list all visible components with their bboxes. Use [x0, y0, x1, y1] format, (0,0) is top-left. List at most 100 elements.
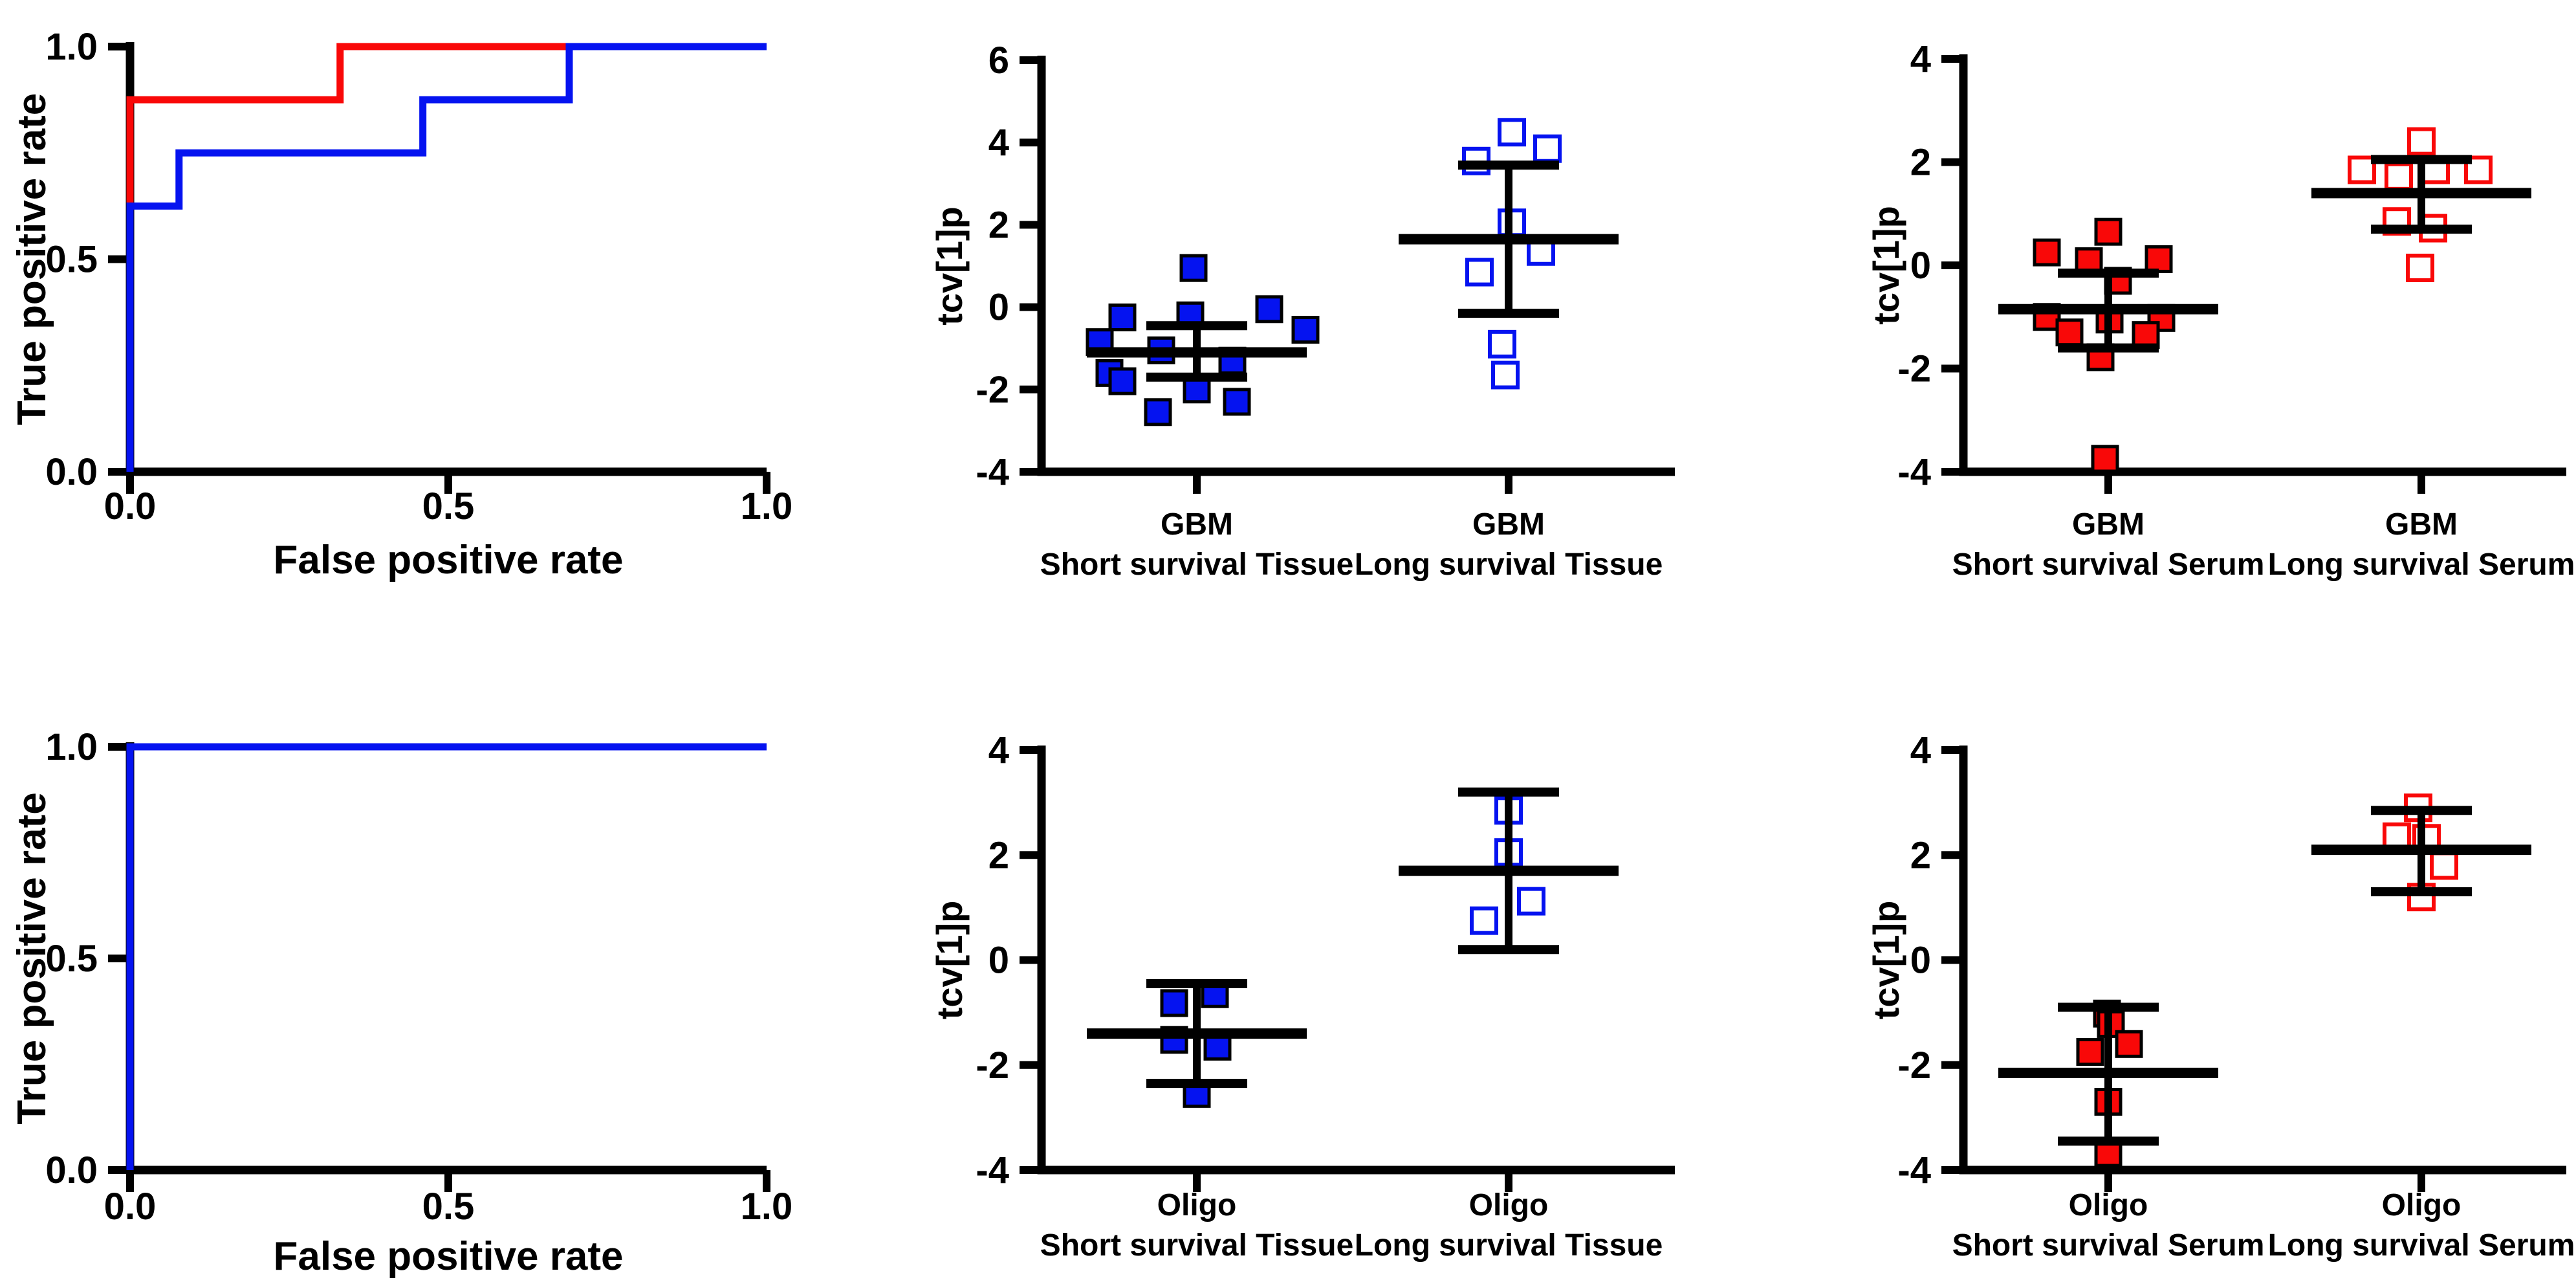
group-name-label: Oligo	[1157, 1188, 1237, 1222]
panel-scatter-oligo-serum: 4 2 0 -2 -4 tcv[1]p Oligo Short survival Serum O…	[1866, 729, 2575, 1263]
group-name-label: GBM	[1161, 507, 1233, 542]
x-tick-label: 1.0	[741, 1186, 793, 1228]
blue-roc-curve	[126, 743, 767, 1170]
x-tick-label: 0.0	[104, 1186, 157, 1228]
x-tick-label: 0.5	[422, 485, 475, 527]
data-point-square	[1470, 906, 1498, 935]
group-sub-label: Short survival Tissue	[1040, 1228, 1354, 1263]
group-name-label: Oligo	[2382, 1188, 2461, 1222]
data-point-square	[2115, 1030, 2143, 1058]
data-point-square	[1498, 118, 1526, 147]
y-tick-label: 0.5	[45, 938, 98, 980]
y-tick-label: 4	[1910, 729, 1931, 771]
y-tick-label: 4	[988, 729, 1009, 771]
data-point-square	[2033, 238, 2061, 267]
x-axis-label: False positive rate	[273, 1234, 623, 1279]
y-tick-label: -4	[1897, 1149, 1931, 1191]
x-tick-label: 0.0	[104, 485, 157, 527]
axes	[126, 42, 767, 476]
y-tick-label: -2	[1897, 348, 1931, 390]
data-point-square	[1491, 360, 1520, 390]
y-tick-label: 2	[988, 204, 1009, 246]
data-point-square	[1255, 295, 1283, 324]
panel-scatter-gbm-serum: 4 2 0 -2 -4 tcv[1]p GBM Short survival Serum GBM…	[1866, 38, 2575, 582]
data-point-square	[1108, 367, 1137, 395]
data-point-square	[2430, 851, 2458, 880]
axes	[1959, 746, 2566, 1175]
y-tick-label: 0	[1910, 940, 1931, 982]
y-tick-label: 4	[1910, 38, 1931, 80]
axes	[1037, 746, 1675, 1175]
data-point-square	[2348, 155, 2376, 184]
y-tick-label: 1.0	[45, 726, 98, 768]
group-sub-label: Long survival Serum	[2268, 547, 2575, 582]
y-tick-label: -2	[1897, 1044, 1931, 1087]
y-tick-label: -4	[976, 451, 1009, 493]
y-tick-label: 0.0	[45, 1149, 98, 1191]
group-sub-label: Short survival Tissue	[1040, 547, 1354, 582]
group-name-label: Oligo	[2069, 1188, 2148, 1222]
y-axis-label: tcv[1]p	[1866, 901, 1906, 1020]
group-name-label: GBM	[2072, 507, 2145, 542]
axes	[126, 742, 767, 1175]
data-point-square	[1465, 258, 1494, 287]
data-point-square	[2145, 245, 2173, 273]
y-tick-label: 2	[988, 834, 1009, 876]
y-tick-label: -4	[976, 1149, 1009, 1191]
y-tick-label: -4	[1897, 451, 1931, 493]
y-tick-label: 2	[1910, 142, 1931, 184]
y-tick-label: 0.0	[45, 451, 98, 493]
y-tick-label: 0	[1910, 245, 1931, 287]
data-point-square	[2132, 321, 2160, 349]
group-name-label: Oligo	[1469, 1188, 1549, 1222]
red-roc-curve	[126, 43, 767, 472]
group-sub-label: Long survival Tissue	[1355, 547, 1663, 582]
y-tick-label: 0	[988, 287, 1009, 329]
y-axis-label: True positive rate	[10, 93, 54, 425]
data-point-square	[2406, 253, 2434, 282]
data-point-square	[1291, 316, 1320, 344]
data-point-square	[1223, 388, 1251, 416]
panel-roc-oligo: 0.0 0.5 1.0 True positive rate 0.0 0.5 1.0 Fals…	[10, 726, 792, 1279]
data-point-square	[2091, 445, 2119, 473]
y-tick-label: 0	[988, 940, 1009, 982]
data-point-square	[1488, 329, 1516, 359]
group-name-label: GBM	[1472, 507, 1545, 542]
y-axis-label: tcv[1]p	[1866, 206, 1906, 325]
y-tick-label: 4	[988, 122, 1009, 164]
data-point-square	[2055, 318, 2084, 347]
data-point-square	[2094, 217, 2123, 246]
axes	[1037, 56, 1675, 476]
y-tick-label: 0.5	[45, 239, 98, 281]
group-sub-label: Long survival Serum	[2268, 1228, 2575, 1263]
panel-roc-gbm: 0.0 0.5 1.0 True positive rate 0.0 0.5 1.0 Fals…	[10, 26, 792, 582]
data-point-square	[1108, 304, 1137, 331]
group-name-label: GBM	[2385, 507, 2458, 542]
y-tick-label: -2	[976, 1044, 1009, 1087]
x-tick-label: 1.0	[741, 485, 793, 527]
y-axis-label: tcv[1]p	[929, 206, 970, 326]
data-point-square	[1144, 398, 1172, 426]
x-axis-label: False positive rate	[273, 538, 623, 582]
panel-scatter-gbm-tissue: 6 4 2 0 -2 -4 tcv[1]p GBM Short survival Tissue G…	[929, 39, 1675, 582]
data-point-square	[2407, 127, 2436, 156]
y-tick-label: 6	[988, 39, 1009, 82]
data-point-square	[2385, 162, 2413, 191]
y-axis-label: tcv[1]p	[929, 901, 970, 1020]
panel-scatter-oligo-tissue: 4 2 0 -2 -4 tcv[1]p Oligo Short survival Tissue…	[929, 729, 1675, 1263]
data-point-square	[1179, 254, 1208, 282]
data-point-square	[2076, 1037, 2104, 1066]
y-tick-label: 1.0	[45, 26, 98, 68]
y-tick-label: -2	[976, 369, 1009, 411]
y-tick-label: 2	[1910, 834, 1931, 876]
group-sub-label: Short survival Serum	[1952, 1228, 2265, 1263]
data-point-square	[1533, 134, 1562, 163]
data-point-square	[1160, 989, 1188, 1017]
blue-roc-curve	[126, 43, 767, 472]
group-sub-label: Short survival Serum	[1952, 547, 2265, 582]
y-axis-label: True positive rate	[10, 792, 54, 1124]
data-point-square	[1517, 887, 1545, 916]
x-tick-label: 0.5	[422, 1186, 475, 1228]
